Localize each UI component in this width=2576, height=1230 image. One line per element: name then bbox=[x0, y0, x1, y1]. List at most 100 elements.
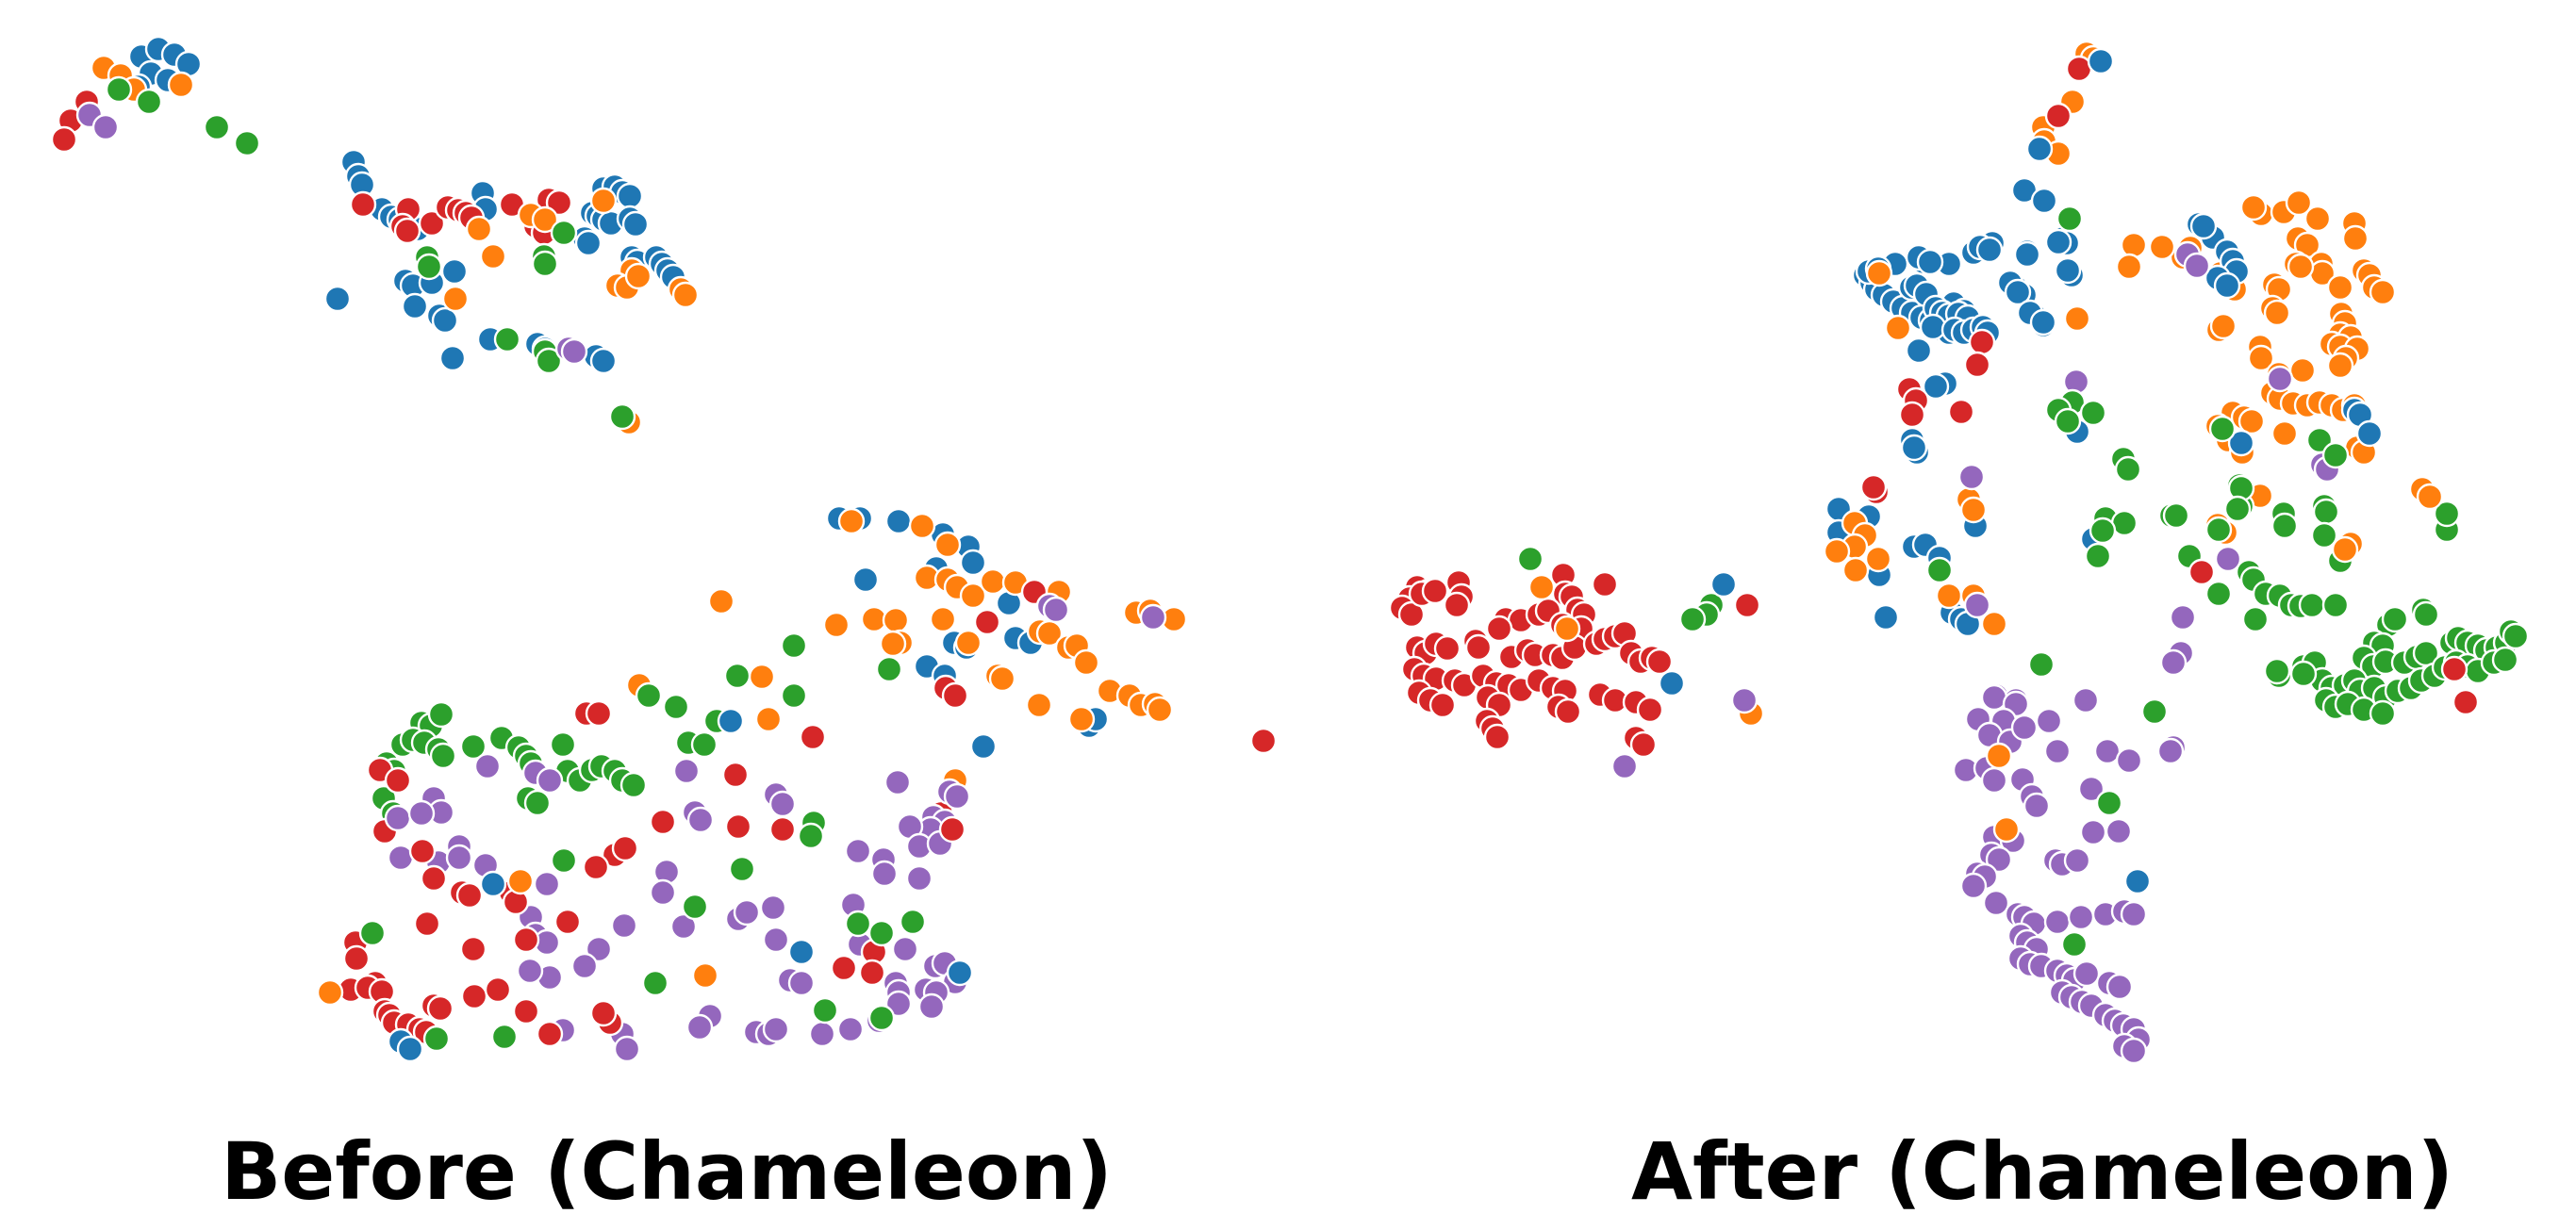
scatter-point bbox=[2440, 655, 2469, 683]
scatter-point bbox=[384, 766, 412, 795]
scatter-point bbox=[875, 655, 903, 683]
scatter-point bbox=[533, 870, 561, 898]
scatter-point bbox=[1553, 615, 1581, 643]
scatter-point bbox=[2105, 817, 2133, 845]
scatter-point bbox=[2288, 356, 2317, 385]
scatter-point bbox=[465, 215, 493, 243]
scatter-point bbox=[905, 864, 933, 893]
scatter-point bbox=[516, 957, 544, 985]
scatter-point bbox=[438, 344, 467, 372]
before-scatter-panel bbox=[50, 35, 1278, 1063]
scatter-point bbox=[624, 262, 652, 290]
scatter-point bbox=[959, 582, 987, 610]
scatter-point bbox=[882, 606, 910, 634]
after-scatter-panel bbox=[1388, 40, 2530, 1065]
scatter-point bbox=[1980, 610, 2008, 638]
scatter-point bbox=[1527, 573, 1556, 601]
scatter-point bbox=[1919, 313, 1947, 341]
scatter-point bbox=[536, 766, 564, 795]
scatter-point bbox=[1678, 605, 1707, 633]
scatter-point bbox=[844, 837, 872, 865]
scatter-point bbox=[797, 822, 825, 850]
scatter-point bbox=[2287, 253, 2315, 281]
scatter-point bbox=[560, 337, 588, 366]
scatter-point bbox=[2060, 930, 2089, 959]
scatter-point bbox=[2156, 737, 2185, 765]
scatter-point bbox=[649, 808, 677, 836]
scatter-point bbox=[589, 187, 618, 215]
scatter-point bbox=[512, 926, 540, 954]
scatter-point bbox=[506, 867, 535, 895]
scatter-point bbox=[2079, 818, 2107, 846]
scatter-point bbox=[2298, 591, 2326, 619]
scatter-point bbox=[589, 347, 618, 375]
scatter-point bbox=[585, 935, 613, 963]
scatter-point bbox=[459, 732, 487, 761]
scatter-point bbox=[589, 999, 618, 1027]
scatter-point bbox=[1483, 723, 1511, 751]
scatter-point bbox=[1591, 570, 1619, 599]
scatter-point bbox=[2023, 792, 2051, 820]
scatter-point bbox=[420, 864, 448, 893]
scatter-point bbox=[2266, 365, 2294, 393]
scatter-point bbox=[2369, 699, 2397, 728]
scatter-point bbox=[2341, 224, 2370, 253]
scatter-point bbox=[724, 812, 752, 841]
scatter-point bbox=[2452, 688, 2480, 716]
scatter-point bbox=[2263, 657, 2291, 685]
scatter-point bbox=[536, 1020, 564, 1048]
scatter-point bbox=[2054, 256, 2082, 285]
scatter-point bbox=[979, 567, 1007, 596]
scatter-point bbox=[954, 629, 983, 657]
scatter-point bbox=[1980, 766, 2008, 795]
scatter-point bbox=[2029, 308, 2057, 336]
scatter-point bbox=[1485, 615, 1513, 643]
scatter-point bbox=[2321, 441, 2350, 469]
scatter-point bbox=[512, 997, 540, 1025]
scatter-point bbox=[662, 693, 690, 721]
scatter-point bbox=[2120, 1037, 2148, 1065]
scatter-point bbox=[2115, 253, 2143, 281]
scatter-point bbox=[2044, 102, 2072, 130]
scatter-point bbox=[2271, 512, 2299, 540]
scatter-point bbox=[1865, 259, 1893, 287]
scatter-point bbox=[2285, 189, 2313, 217]
scatter-point bbox=[233, 129, 261, 157]
scatter-point bbox=[867, 919, 896, 947]
scatter-point bbox=[1146, 696, 1174, 724]
scatter-point bbox=[418, 209, 446, 238]
scatter-point bbox=[342, 944, 371, 973]
scatter-point bbox=[484, 976, 512, 1004]
scatter-point bbox=[473, 752, 502, 780]
scatter-point bbox=[401, 292, 429, 320]
scatter-point bbox=[2381, 605, 2409, 633]
scatter-point bbox=[2271, 419, 2299, 448]
scatter-point bbox=[479, 242, 507, 271]
scatter-point bbox=[2010, 713, 2039, 742]
scatter-point bbox=[2035, 707, 2063, 735]
scatter-point bbox=[1957, 463, 1986, 491]
scatter-point bbox=[844, 910, 872, 938]
scatter-point bbox=[759, 894, 787, 922]
scatter-point bbox=[748, 663, 776, 691]
scatter-point bbox=[574, 229, 603, 257]
scatter-point bbox=[1730, 686, 1759, 714]
scatter-point bbox=[2089, 517, 2117, 545]
scatter-point bbox=[2095, 789, 2123, 817]
scatter-point bbox=[1397, 600, 1426, 629]
scatter-point bbox=[671, 281, 700, 309]
scatter-point bbox=[808, 1020, 836, 1048]
scatter-point bbox=[2289, 660, 2318, 688]
scatter-point bbox=[762, 926, 790, 954]
scatter-point bbox=[1985, 845, 2013, 874]
scatter-point bbox=[2027, 650, 2056, 679]
scatter-point bbox=[1935, 582, 1963, 610]
scatter-point bbox=[2412, 639, 2440, 667]
scatter-point bbox=[941, 681, 969, 710]
scatter-point bbox=[2054, 407, 2082, 435]
scatter-point bbox=[884, 507, 913, 535]
scatter-point bbox=[2084, 542, 2112, 570]
scatter-point bbox=[553, 908, 582, 936]
